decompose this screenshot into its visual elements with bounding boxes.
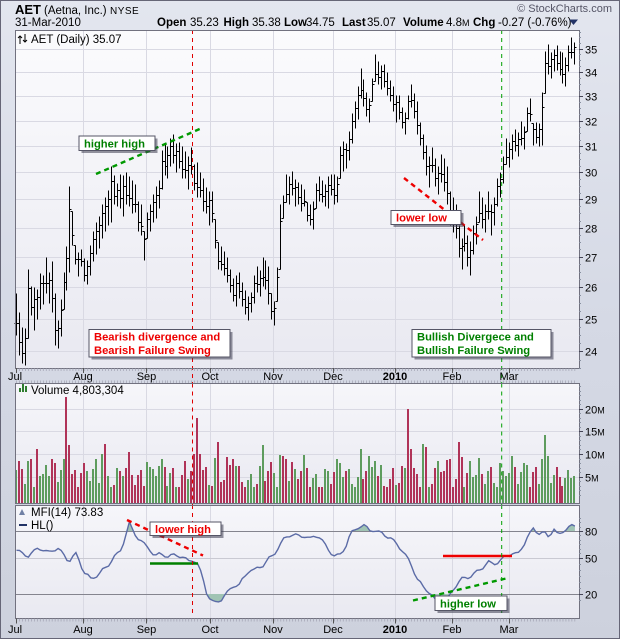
svg-text:(Aetna, Inc.): (Aetna, Inc.) <box>44 5 107 17</box>
svg-text:Aug: Aug <box>73 371 93 383</box>
svg-text:Jul: Jul <box>8 624 22 636</box>
svg-text:Nov: Nov <box>263 371 283 383</box>
svg-text:80: 80 <box>585 527 597 539</box>
svg-text:lower low: lower low <box>396 213 447 225</box>
svg-text:© StockCharts.com: © StockCharts.com <box>517 3 612 15</box>
svg-text:Bearish Failure Swing: Bearish Failure Swing <box>94 345 211 357</box>
svg-text:Mar: Mar <box>500 371 519 383</box>
svg-text:34.75: 34.75 <box>306 17 335 29</box>
svg-text:31: 31 <box>585 142 597 154</box>
svg-text:29: 29 <box>585 195 597 207</box>
svg-text:Bullish Divergece and: Bullish Divergece and <box>417 331 534 343</box>
svg-text:Bullish Failure Swing: Bullish Failure Swing <box>417 345 530 357</box>
svg-text:4.8M: 4.8M <box>446 17 470 29</box>
svg-text:Aug: Aug <box>73 624 93 636</box>
svg-text:higher high: higher high <box>84 138 145 150</box>
svg-text:Last: Last <box>342 17 366 29</box>
svg-text:Oct: Oct <box>201 624 218 636</box>
svg-text:35.38: 35.38 <box>252 17 281 29</box>
svg-text:Feb: Feb <box>443 624 462 636</box>
svg-text:Mar: Mar <box>500 624 519 636</box>
svg-text:25: 25 <box>585 315 597 327</box>
svg-text:Nov: Nov <box>263 624 283 636</box>
svg-text:Chg: Chg <box>473 17 495 29</box>
svg-text:35.07: 35.07 <box>367 17 396 29</box>
svg-text:Dec: Dec <box>323 624 343 636</box>
svg-text:50: 50 <box>585 554 597 566</box>
svg-text:30: 30 <box>585 168 597 180</box>
svg-text:Open: Open <box>157 17 186 29</box>
svg-text:High: High <box>224 17 250 29</box>
svg-text:Low: Low <box>284 17 307 29</box>
svg-text:Feb: Feb <box>443 371 462 383</box>
svg-text:15M: 15M <box>585 427 605 439</box>
svg-text:Jul: Jul <box>8 371 22 383</box>
svg-text:28: 28 <box>585 224 597 236</box>
svg-text:2010: 2010 <box>383 371 407 383</box>
svg-text:35: 35 <box>585 45 597 57</box>
svg-text:20M: 20M <box>585 405 605 417</box>
svg-text:5M: 5M <box>585 473 599 485</box>
svg-text:32: 32 <box>585 117 597 129</box>
svg-text:AET: AET <box>15 2 41 17</box>
svg-text:HL(): HL() <box>31 520 54 532</box>
svg-text:24: 24 <box>585 347 597 359</box>
svg-text:34: 34 <box>585 68 597 80</box>
svg-text:Oct: Oct <box>201 371 218 383</box>
svg-text:26: 26 <box>585 283 597 295</box>
svg-text:Bearish divergence and: Bearish divergence and <box>94 331 220 343</box>
svg-text:NYSE: NYSE <box>110 6 139 17</box>
svg-text:2010: 2010 <box>383 624 407 636</box>
svg-text:27: 27 <box>585 253 597 265</box>
svg-text:31-Mar-2010: 31-Mar-2010 <box>15 17 81 29</box>
svg-text:33: 33 <box>585 92 597 104</box>
svg-text:Volume 4,803,304: Volume 4,803,304 <box>31 385 124 397</box>
svg-text:Volume: Volume <box>403 17 444 29</box>
svg-text:AET (Daily) 35.07: AET (Daily) 35.07 <box>31 34 122 46</box>
svg-text:10M: 10M <box>585 450 605 462</box>
svg-text:35.23: 35.23 <box>190 17 219 29</box>
svg-text:-0.27 (-0.76%): -0.27 (-0.76%) <box>498 17 572 29</box>
svg-text:lower high: lower high <box>155 524 211 536</box>
svg-text:Sep: Sep <box>137 371 157 383</box>
svg-text:MFI(14) 73.83: MFI(14) 73.83 <box>31 507 103 519</box>
svg-text:Dec: Dec <box>323 371 343 383</box>
svg-text:20: 20 <box>585 590 597 602</box>
svg-text:higher low: higher low <box>440 598 496 610</box>
svg-text:Sep: Sep <box>137 624 157 636</box>
